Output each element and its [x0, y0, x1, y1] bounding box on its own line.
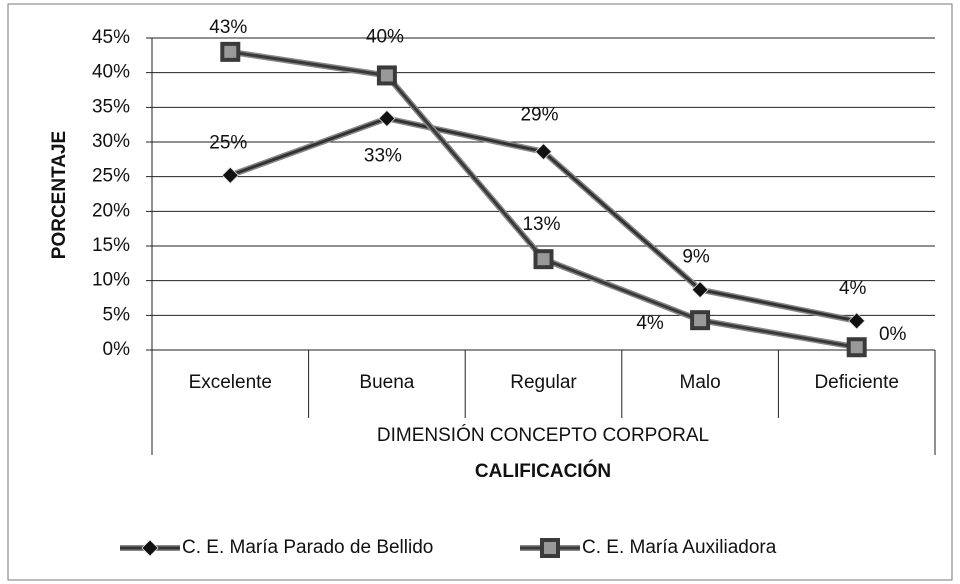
marker-square [376, 65, 397, 86]
marker-square [540, 538, 560, 558]
x-tick-label: Buena [359, 372, 414, 393]
legend-label: C. E. María Parado de Bellido [182, 537, 433, 558]
y-axis-title: PORCENTAJE [49, 131, 70, 259]
x-axis-title: CALIFICACIÓN [475, 460, 611, 482]
x-group-label: DIMENSIÓN CONCEPTO CORPORAL [377, 424, 709, 446]
y-tick-label: 20% [92, 200, 130, 221]
marker-diamond [378, 109, 396, 127]
y-tick-label: 5% [103, 304, 131, 325]
data-label: 0% [879, 324, 907, 345]
data-label: 4% [839, 278, 867, 299]
x-tick-label: Excelente [189, 372, 272, 393]
data-label: 33% [364, 145, 402, 166]
data-label: 40% [366, 26, 404, 47]
y-tick-label: 35% [92, 96, 130, 117]
marker-square [220, 41, 241, 62]
marker-diamond [691, 281, 709, 299]
marker-diamond [534, 143, 553, 161]
y-tick-label: 30% [92, 131, 130, 152]
data-label: 43% [209, 17, 247, 38]
y-tick-label: 15% [92, 235, 130, 256]
y-tick-label: 40% [92, 62, 130, 83]
y-tick-label: 0% [103, 339, 131, 360]
y-tick-label: 45% [92, 27, 130, 48]
marker-diamond [848, 312, 866, 330]
y-tick-label: 25% [92, 166, 130, 187]
chart-border [7, 3, 953, 581]
marker-diamond [141, 539, 159, 557]
data-label: 4% [636, 313, 664, 334]
marker-square [690, 310, 711, 331]
data-label: 25% [209, 132, 247, 153]
x-tick-label: Regular [510, 372, 577, 393]
x-tick-label: Malo [680, 372, 721, 393]
marker-diamond [221, 166, 239, 184]
marker-square [846, 337, 867, 358]
data-label: 29% [520, 105, 558, 126]
data-label: 9% [682, 247, 710, 268]
y-tick-label: 10% [92, 270, 130, 291]
x-tick-label: Deficiente [814, 372, 899, 393]
legend-label: C. E. María Auxiliadora [582, 537, 777, 558]
marker-square [533, 249, 554, 270]
data-label: 13% [522, 214, 560, 235]
